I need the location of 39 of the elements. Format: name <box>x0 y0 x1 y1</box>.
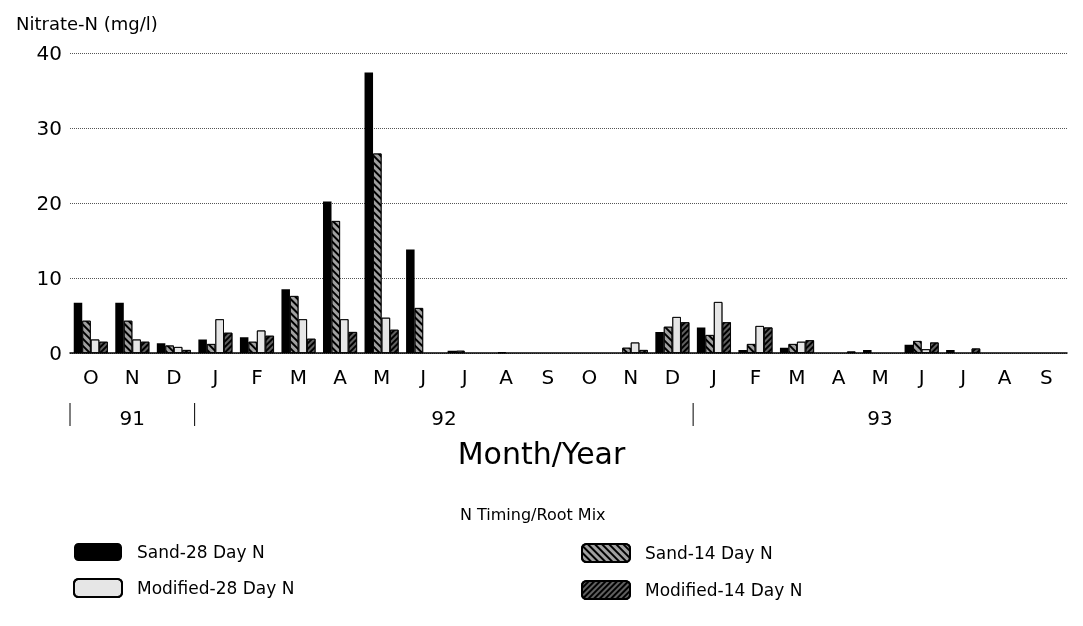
x-tick-label: J <box>418 365 427 389</box>
text: 91 <box>119 406 146 430</box>
x-tick-label: O <box>82 365 99 389</box>
x-tick-label: A <box>333 365 348 389</box>
x-tick-label: N <box>124 365 140 389</box>
x-tick-label: O <box>581 365 598 389</box>
legend-title: N Timing/Root Mix <box>460 504 606 524</box>
x-tick-label: S <box>1039 365 1053 389</box>
x-tick-label: F <box>251 365 263 389</box>
y-tick-label: 40 <box>36 41 62 65</box>
x-tick-label: F <box>749 365 762 389</box>
x-tick-label: D <box>664 365 681 389</box>
x-tick-label: A <box>997 365 1012 389</box>
x-tick-label: A <box>499 365 514 389</box>
x-tick-label: M <box>372 365 391 389</box>
y-tick-label: 20 <box>36 191 62 215</box>
legend-label: Modified-28 Day N <box>137 578 295 598</box>
x-tick-label: D <box>166 365 182 389</box>
x-tick-label: M <box>289 365 308 389</box>
legend-label: Sand-14 Day N <box>645 543 773 563</box>
x-tick-label: J <box>958 365 967 389</box>
legend-label: Modified-14 Day N <box>645 580 803 600</box>
x-tick-label: A <box>831 365 846 389</box>
y-tick-label: 10 <box>36 266 62 290</box>
x-tick-label: M <box>871 365 889 389</box>
y-axis-title: Nitrate-N (mg/l) <box>16 12 158 34</box>
y-tick-label: 30 <box>36 116 62 140</box>
x-tick-label: S <box>541 365 555 389</box>
x-tick-label: J <box>210 365 219 389</box>
legend-label: Sand-28 Day N <box>137 542 265 562</box>
x-axis-title: Month/Year <box>457 435 626 471</box>
x-tick-label: N <box>623 365 639 389</box>
text: 92 <box>431 406 457 430</box>
x-tick-label: J <box>459 365 468 389</box>
x-tick-label: J <box>708 365 717 389</box>
x-tick-label: M <box>788 365 806 389</box>
y-tick-label: 0 <box>49 341 62 365</box>
text: 93 <box>867 406 893 430</box>
x-tick-label: J <box>916 365 925 389</box>
